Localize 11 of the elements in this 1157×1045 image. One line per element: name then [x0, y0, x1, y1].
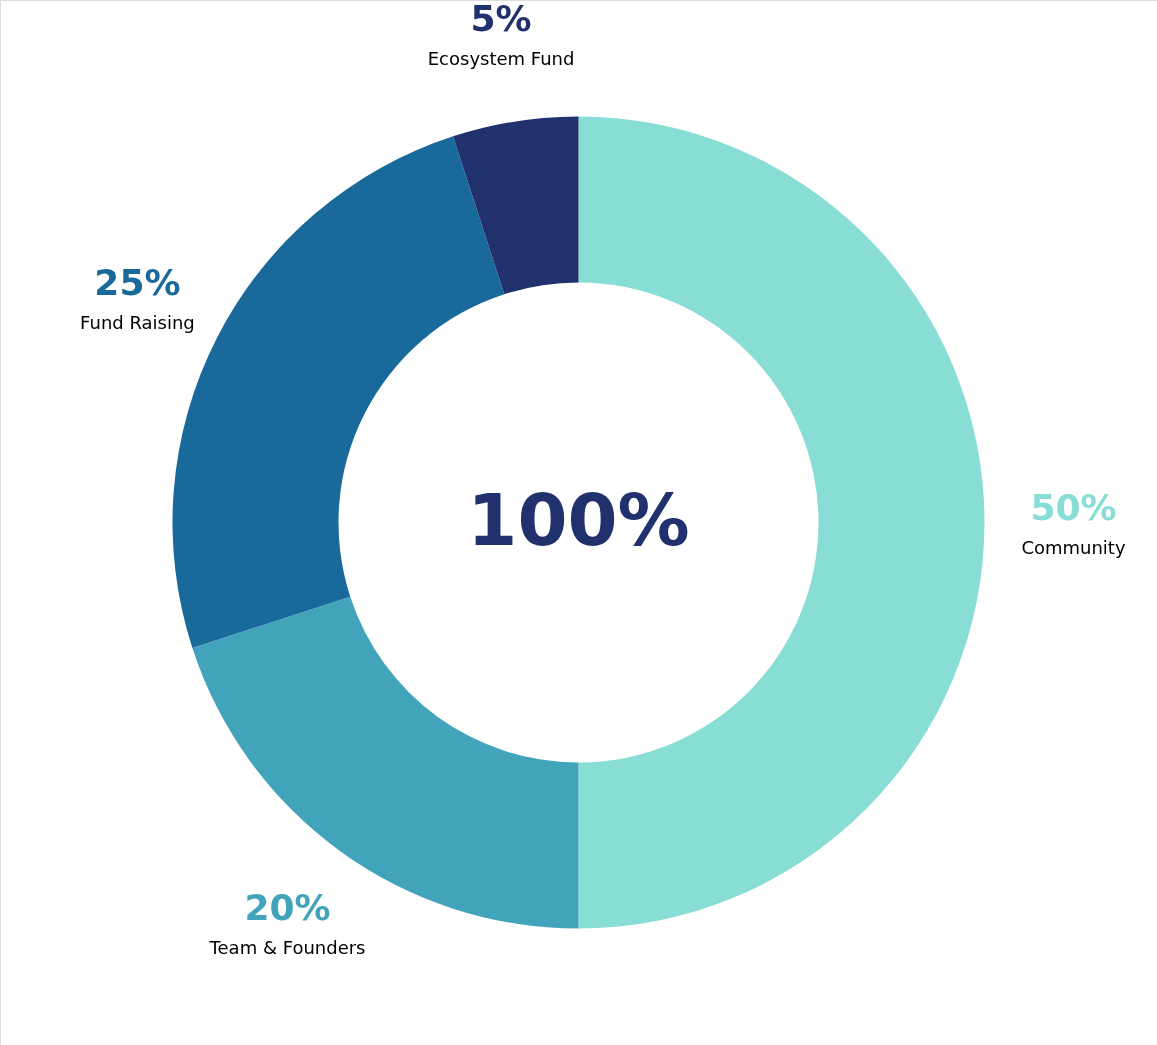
slice-label: Team & Founders: [208, 936, 366, 958]
slice-label: Ecosystem Fund: [427, 47, 575, 69]
data-label: 5%: [470, 0, 532, 39]
data-label: 25%: [94, 261, 181, 303]
text: 100%: [467, 477, 690, 562]
donut-slice: [453, 116, 579, 295]
data-label: 20%: [244, 886, 331, 928]
slice-label: Fund Raising: [80, 311, 195, 333]
slice-label: Community: [1021, 536, 1126, 558]
data-label: 50%: [1030, 486, 1117, 528]
donut-slice: [192, 596, 579, 929]
